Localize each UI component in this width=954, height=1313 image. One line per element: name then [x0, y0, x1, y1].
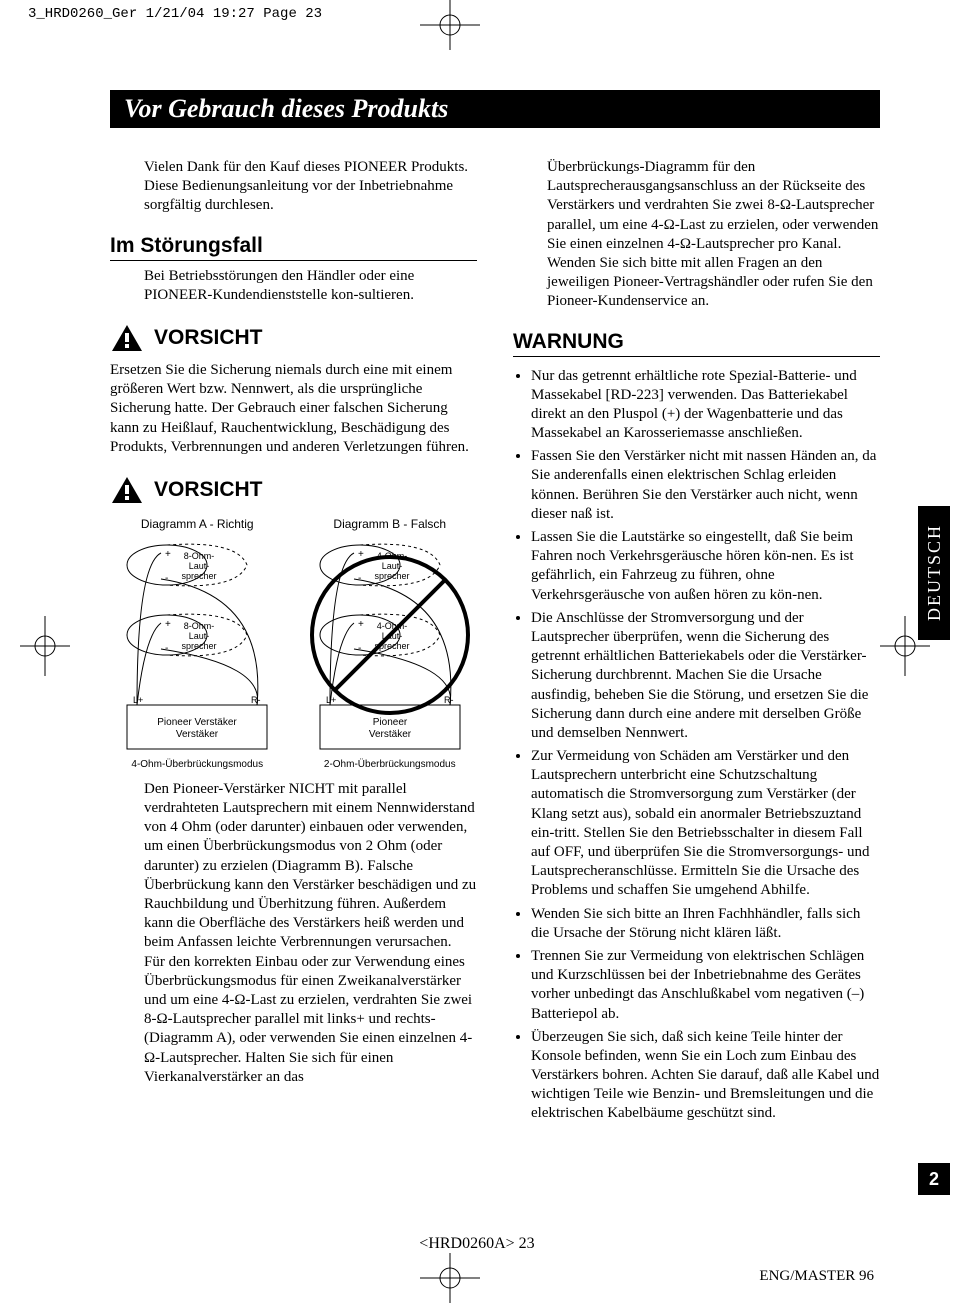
svg-text:R-: R-: [444, 695, 454, 705]
heading-vorsicht-2: VORSICHT: [110, 475, 477, 507]
left-column: Vielen Dank für den Kauf dieses PIONEER …: [110, 158, 477, 1128]
svg-text:sprecher: sprecher: [374, 571, 409, 581]
svg-text:-: -: [165, 643, 168, 654]
warning-item: Trennen Sie zur Vermeidung von elektrisc…: [531, 947, 880, 1024]
diagram-b-svg: Pioneer Verstäker L+ R- 4-Ohm- Laut- spr…: [310, 535, 470, 755]
registration-mark-top: [420, 0, 480, 50]
page-number-tab: 2: [918, 1163, 950, 1195]
svg-text:sprecher: sprecher: [182, 641, 217, 651]
title-bar: Vor Gebrauch dieses Produkts: [110, 90, 880, 128]
diagram-b-caption: 2-Ohm-Überbrückungsmodus: [324, 759, 456, 770]
svg-text:Laut-: Laut-: [189, 631, 210, 641]
diagram-block: Diagramm A - Richtig Pioneer Verstäker V…: [110, 517, 477, 770]
svg-text:Verstäker: Verstäker: [369, 729, 412, 740]
svg-text:-: -: [358, 643, 361, 654]
warning-list: Nur das getrennt erhältliche rote Spezia…: [513, 367, 880, 1128]
amp-label: Pioneer Verstäker: [158, 717, 238, 728]
diagram-b-title: Diagramm B - Falsch: [333, 517, 446, 531]
warning-item: Nur das getrennt erhältliche rote Spezia…: [531, 367, 880, 444]
svg-text:+: +: [358, 619, 364, 630]
svg-text:-: -: [165, 573, 168, 584]
print-header: 3_HRD0260_Ger 1/21/04 19:27 Page 23: [28, 6, 322, 22]
diagram-a-caption: 4-Ohm-Überbrückungsmodus: [131, 759, 263, 770]
language-tab-label: DEUTSCH: [924, 524, 945, 621]
text-stoerungsfall: Bei Betriebsstörungen den Händler oder e…: [110, 267, 477, 305]
svg-text:sprecher: sprecher: [182, 571, 217, 581]
svg-text:+: +: [165, 549, 171, 560]
vorsicht-label-2: VORSICHT: [154, 478, 263, 502]
svg-text:R-: R-: [251, 695, 261, 705]
warning-item: Überzeugen Sie sich, daß sich keine Teil…: [531, 1028, 880, 1124]
svg-text:8-Ohm-: 8-Ohm-: [184, 551, 215, 561]
warning-item: Zur Vermeidung von Schäden am Verstärker…: [531, 747, 880, 901]
language-tab: DEUTSCH: [918, 506, 950, 640]
diagram-a-title: Diagramm A - Richtig: [141, 517, 254, 531]
intro-text: Vielen Dank für den Kauf dieses PIONEER …: [110, 158, 477, 216]
diagram-b: Diagramm B - Falsch Pioneer Verstäker L+…: [303, 517, 478, 770]
warning-item: Lassen Sie die Lautstärke so eingestellt…: [531, 528, 880, 605]
warning-item: Wenden Sie sich bitte an Ihren Fachhhänd…: [531, 905, 880, 943]
diagram-a: Diagramm A - Richtig Pioneer Verstäker V…: [110, 517, 285, 770]
vorsicht-label-1: VORSICHT: [154, 326, 263, 350]
columns: Vielen Dank für den Kauf dieses PIONEER …: [110, 158, 880, 1128]
text-body-1: Den Pioneer-Verstärker NICHT mit paralle…: [110, 780, 477, 953]
svg-text:+: +: [358, 549, 364, 560]
warning-icon: [110, 323, 144, 353]
warning-item: Die Anschlüsse der Stromversorgung und d…: [531, 609, 880, 743]
warning-item: Fassen Sie den Verstärker nicht mit nass…: [531, 447, 880, 524]
right-column: Überbrückungs-Diagramm für den Lautsprec…: [513, 158, 880, 1128]
registration-mark-left: [20, 616, 70, 676]
heading-warnung: WARNUNG: [513, 330, 880, 357]
svg-text:-: -: [358, 573, 361, 584]
page: 3_HRD0260_Ger 1/21/04 19:27 Page 23 Vor …: [0, 0, 954, 1313]
svg-text:Laut-: Laut-: [381, 561, 402, 571]
svg-text:8-Ohm-: 8-Ohm-: [184, 621, 215, 631]
heading-vorsicht-1: VORSICHT: [110, 323, 477, 355]
heading-stoerungsfall: Im Störungsfall: [110, 234, 477, 261]
footer-center: <HRD0260A> 23: [0, 1235, 954, 1253]
registration-mark-bottom: [420, 1253, 480, 1303]
text-vorsicht-1: Ersetzen Sie die Sicherung niemals durch…: [110, 361, 477, 457]
svg-text:Pioneer: Pioneer: [373, 717, 408, 728]
svg-text:Laut-: Laut-: [189, 561, 210, 571]
footer-right: ENG/MASTER 96: [759, 1268, 874, 1285]
warning-icon: [110, 475, 144, 505]
text-continuation: Überbrückungs-Diagramm für den Lautsprec…: [513, 158, 880, 312]
svg-text:+: +: [165, 619, 171, 630]
text-body-2: Für den korrekten Einbau oder zur Verwen…: [110, 953, 477, 1087]
content-area: Vor Gebrauch dieses Produkts Vielen Dank…: [110, 90, 880, 1128]
diagram-a-svg: Pioneer Verstäker Verstäker L+ R- 8-Ohm-…: [117, 535, 277, 755]
svg-text:Verstäker: Verstäker: [176, 729, 219, 740]
